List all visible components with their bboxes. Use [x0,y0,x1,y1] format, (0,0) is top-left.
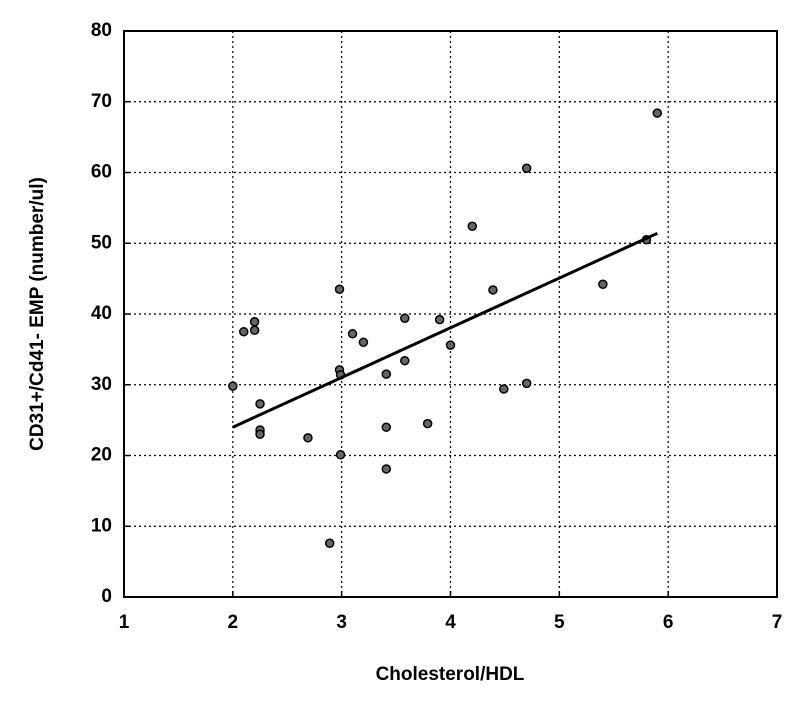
point [422,418,433,429]
point [324,538,335,548]
point [334,284,345,294]
trend-line [232,231,658,429]
point [249,317,260,327]
x-tick-label: 1 [119,612,130,633]
point [598,279,608,290]
point [358,337,369,348]
x-axis-label: Cholesterol/HDL [376,664,525,685]
y-tick-label: 10 [91,515,112,536]
point [434,314,445,325]
y-tick-label: 20 [91,445,112,466]
y-tick-label: 50 [91,232,112,253]
y-tick-label: 40 [91,303,112,324]
x-tick-label: 3 [336,612,347,633]
y-tick-label: 80 [91,20,112,41]
point [381,369,392,379]
x-tick-label: 6 [663,612,674,633]
point [499,384,509,394]
point [521,378,532,389]
point [488,285,498,295]
point [249,325,260,336]
point [303,433,313,443]
point [521,163,532,174]
point [400,313,410,323]
point [347,329,358,339]
y-tick-label: 70 [91,91,112,112]
x-tick-label: 2 [228,612,239,633]
point [445,340,456,350]
x-tick-label: 5 [554,612,565,633]
point [238,326,249,337]
y-tick-label: 60 [91,162,112,183]
x-tick-label: 7 [772,612,783,633]
y-tick-label: 0 [101,586,112,607]
point [228,381,238,391]
plot-frame [123,30,778,598]
point [255,399,265,409]
point [652,108,663,118]
point [335,450,346,460]
y-axis-label: CD31+/Cd41- EMP (number/ul) [27,177,48,451]
point [467,221,478,232]
point [400,355,410,366]
point [381,464,392,474]
point [381,422,392,432]
point [255,429,265,440]
x-tick-label: 4 [445,612,456,633]
y-tick-label: 30 [91,374,112,395]
